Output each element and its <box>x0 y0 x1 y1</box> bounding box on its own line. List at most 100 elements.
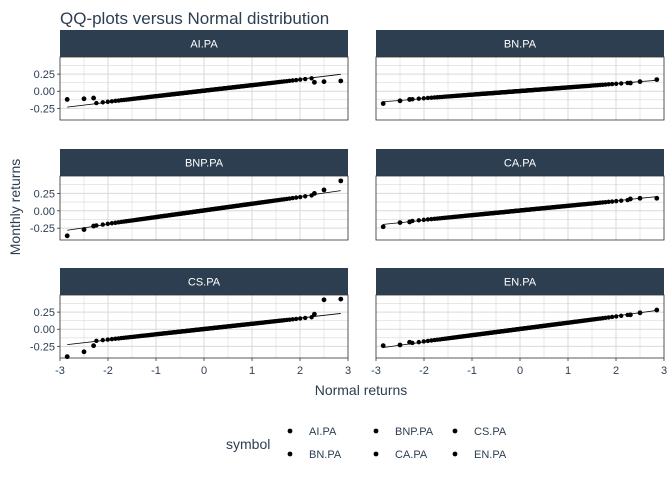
qq-point <box>290 78 295 83</box>
qq-point <box>64 233 70 239</box>
facet-strip-label: CA.PA <box>504 158 537 170</box>
x-tick-label: 3 <box>661 365 667 377</box>
facet-panel-ai-pa: AI.PA -0.25 0.00 0.25 <box>30 30 349 121</box>
qq-point <box>397 220 403 226</box>
qq-point <box>64 97 70 102</box>
qq-point <box>614 81 619 86</box>
qq-point <box>312 190 317 196</box>
legend-label: CA.PA <box>395 449 428 461</box>
qq-point <box>100 222 105 227</box>
facet-panel-cs-pa: CS.PA -0.25 0.00 0.25 -3 -2 -1 0 1 2 3 <box>30 268 351 377</box>
qq-points <box>64 178 344 239</box>
x-tick-label: 0 <box>517 365 523 377</box>
y-tick-label: 0.00 <box>34 206 55 218</box>
legend: symbol AI.PA BN.PA BNP.PA CA.PA CS.PA EN.PA <box>226 426 507 461</box>
qq-point <box>609 314 615 320</box>
facet-strip <box>60 268 348 295</box>
facet-strip <box>376 268 664 295</box>
qq-point <box>619 81 624 86</box>
panel-border <box>375 175 665 241</box>
facet-strip-label: CS.PA <box>188 277 221 289</box>
legend-marker <box>452 428 458 434</box>
qq-point <box>416 339 421 345</box>
qq-point <box>654 77 660 82</box>
qq-point <box>628 312 633 318</box>
qq-point <box>609 199 615 204</box>
panel-border <box>375 56 665 121</box>
qq-point <box>606 199 611 205</box>
qq-point <box>303 315 308 321</box>
qq-point <box>309 76 314 81</box>
qq-points <box>380 307 660 349</box>
qq-point <box>290 317 295 322</box>
qq-point <box>654 307 660 313</box>
chart-title: QQ-plots versus Normal distribution <box>60 9 329 28</box>
qq-point <box>407 219 412 225</box>
qq-point <box>309 315 314 320</box>
legend-marker <box>452 451 458 457</box>
qq-point <box>105 221 110 227</box>
x-tick-label: 2 <box>297 365 303 377</box>
qq-point <box>628 80 633 86</box>
qq-point <box>293 195 299 200</box>
qq-point <box>380 101 386 106</box>
qq-point <box>407 97 412 102</box>
qq-point <box>94 338 99 344</box>
legend-marker <box>287 451 293 457</box>
qq-point <box>425 217 431 222</box>
x-axis-title: Normal returns <box>315 382 408 398</box>
facet-panels: AI.PA -0.25 0.00 0.25 BN.PA BNP.PA -0.25 0.00 0.… <box>30 30 667 377</box>
qq-point <box>298 316 303 321</box>
qq-point <box>619 313 624 318</box>
facet-panel-bnp-pa: BNP.PA -0.25 0.00 0.25 <box>30 149 349 241</box>
qq-point <box>109 99 115 104</box>
qq-point <box>298 194 303 200</box>
facet-strip <box>60 30 348 57</box>
qq-point <box>100 100 105 105</box>
qq-point <box>606 82 611 87</box>
qq-points <box>380 195 660 230</box>
x-tick-label: -1 <box>151 365 161 377</box>
x-tick-label: -2 <box>103 365 113 377</box>
legend-label: EN.PA <box>474 449 507 461</box>
qq-point <box>91 95 96 101</box>
qq-point <box>338 296 344 302</box>
qq-point <box>81 227 87 232</box>
qq-points <box>380 77 660 106</box>
qq-point <box>105 99 110 104</box>
legend-label: CS.PA <box>474 426 507 438</box>
qq-point <box>619 198 624 203</box>
qq-point <box>91 223 96 229</box>
qq-point <box>614 198 619 204</box>
facet-strip <box>376 30 664 57</box>
x-tick-label: -2 <box>419 365 429 377</box>
facet-panel-en-pa: EN.PA -3 -2 -1 0 1 2 3 <box>371 268 667 377</box>
qq-point <box>293 316 299 322</box>
qq-point <box>321 297 327 303</box>
x-tick-label: -3 <box>55 365 65 377</box>
legend-marker <box>373 428 379 434</box>
qq-point <box>91 343 96 349</box>
x-tick-label: 3 <box>345 365 351 377</box>
y-tick-label: 0.25 <box>34 188 55 200</box>
qq-point <box>407 339 412 345</box>
qq-point <box>609 81 615 87</box>
qq-point <box>606 315 611 320</box>
qq-point <box>290 195 295 201</box>
qq-point <box>293 77 299 83</box>
facet-panel-ca-pa: CA.PA <box>375 149 665 241</box>
qq-point <box>416 218 421 223</box>
qq-point <box>321 79 327 85</box>
legend-marker <box>287 428 293 434</box>
facet-strip <box>376 149 664 176</box>
qq-point <box>637 195 643 201</box>
qq-point <box>105 337 110 342</box>
qq-point <box>425 95 431 101</box>
qq-point <box>421 217 426 223</box>
x-tick-label: -1 <box>467 365 477 377</box>
facet-strip-label: EN.PA <box>504 277 537 289</box>
qq-point <box>109 221 115 226</box>
facet-panel-bn-pa: BN.PA <box>375 30 665 121</box>
legend-label: BN.PA <box>309 449 342 461</box>
x-tick-label: 0 <box>201 365 207 377</box>
